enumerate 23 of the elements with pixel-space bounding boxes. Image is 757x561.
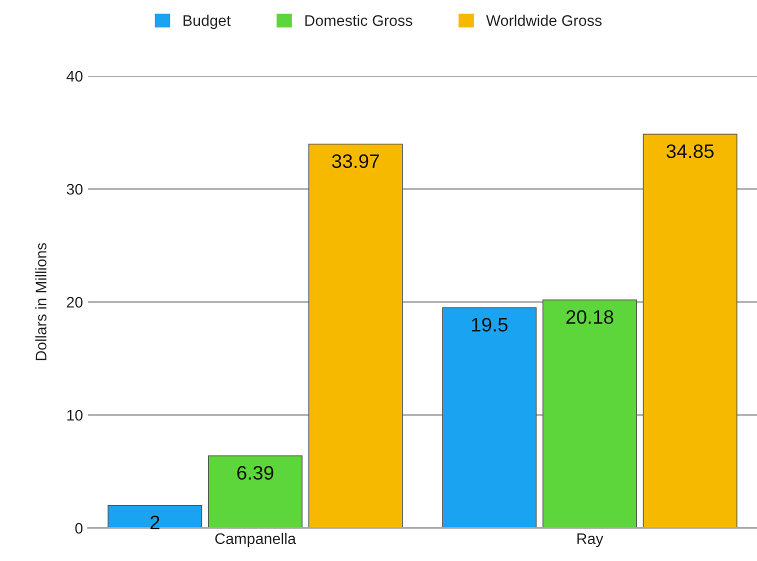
- bar: [542, 300, 637, 528]
- bar: [442, 307, 537, 528]
- data-label: 19.5: [472, 318, 508, 332]
- bar: [108, 504, 202, 528]
- y-axis-title: Dollars in Millions: [35, 243, 46, 360]
- y-tick-label: 0: [75, 522, 83, 534]
- y-tick-label: 20: [66, 296, 83, 308]
- y-tick-label: 40: [66, 70, 83, 82]
- y-tick-label: 10: [67, 410, 83, 421]
- legend-label: Worldwide Gross: [486, 14, 602, 26]
- y-tick-label: 30: [66, 184, 83, 195]
- bar: [208, 455, 302, 528]
- data-label: 20.18: [566, 310, 614, 324]
- data-label: 34.85: [666, 144, 714, 158]
- bar: [642, 134, 738, 528]
- legend-label: Domestic Gross: [305, 14, 412, 26]
- data-label: 2: [150, 516, 160, 530]
- data-label: 33.97: [332, 154, 379, 168]
- x-tick-label: Ray: [577, 533, 604, 548]
- bar: [308, 144, 403, 528]
- x-tick-label: Campanella: [215, 532, 296, 548]
- legend-label: Budget: [184, 14, 231, 29]
- data-label: 6.39: [237, 466, 274, 480]
